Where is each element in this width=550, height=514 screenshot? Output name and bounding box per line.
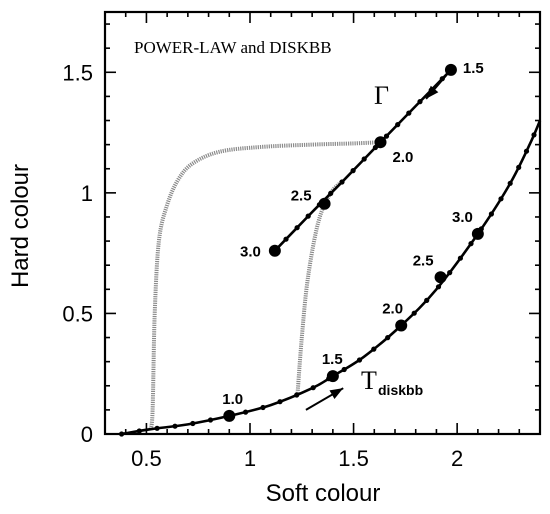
series-1-point [283,236,289,242]
gray-track-2 [295,179,345,394]
x-tick-label: 1 [244,446,256,471]
series-2-point [207,417,214,423]
series-2-point [411,310,417,316]
gamma-symbol: Γ [374,81,389,110]
series-2-point [190,420,196,427]
y-tick-label: 0.5 [62,301,93,326]
series-2-marker [223,409,236,422]
marker-label: 2.5 [413,252,434,269]
series-1-point [350,168,356,174]
temperature-symbol: T [361,366,377,395]
series-2-point [294,392,300,398]
marker-label: 1.5 [463,60,484,77]
series-2-point [136,428,142,434]
series-1-marker [318,197,331,210]
series-2-point [424,297,430,303]
series-2-point [385,335,391,341]
y-tick-label: 1 [81,181,93,206]
series-2-point [523,148,530,154]
series-2-point [468,241,474,247]
temperature-subscript: diskbb [378,382,423,398]
marker-label: 2.5 [291,188,312,205]
series-2-point [488,211,494,217]
series-2-point [356,357,363,363]
series-1-point [339,179,345,185]
series-1-point [383,133,390,139]
x-tick-label: 2 [451,446,463,471]
marker-label: 3.0 [240,244,261,261]
gray-track-layer [148,140,381,430]
series-2-point [457,255,463,261]
chart-title: POWER-LAW and DISKBB [134,38,332,57]
series-1-point [294,225,300,231]
series-2-point [310,385,316,391]
marker-label: 3.0 [452,209,473,226]
marker-label: 2.0 [382,300,403,317]
x-axis-title: Soft colour [266,480,381,507]
series-2-marker [434,271,447,284]
series-1-marker [268,244,281,257]
series-2-point [277,399,283,405]
y-tick-label: 0 [81,422,93,447]
series-1-point [328,190,334,196]
series-2-point [260,404,266,411]
series-1-point [406,110,412,116]
series-2-marker [326,370,339,383]
series-2-point [516,164,522,170]
series-2-point [435,284,442,290]
series-1-point [417,99,423,105]
y-axis-title: Hard colour [7,164,34,288]
series-2-point [371,346,377,352]
arrow-1-head [426,85,439,99]
series-1-point [361,156,367,162]
x-tick-label: 0.5 [131,446,162,471]
marker-label: 1.5 [322,351,343,368]
x-tick-label: 1.5 [338,446,369,471]
marker-label: 1.0 [222,391,243,408]
axes-layer: 0.5 1 1.5 2 0 0.5 1 1.5 [62,10,542,471]
series-2-point [507,180,513,186]
series-2-point [531,132,537,138]
series-2-marker [395,319,408,332]
series-2-point [447,270,453,276]
series-2-point [498,196,504,202]
series-1-point [395,122,401,128]
series-2-point [341,366,347,373]
series-2-point [154,425,160,431]
series-2-point [243,409,249,415]
series-layer: 1.5 2.0 2.5 3.0 1.0 1.5 2.0 2.5 3.0 Γ T diskbb [119,60,542,437]
gray-track-1 [148,140,381,430]
series-2-line [121,119,542,436]
series-2-point [172,423,178,429]
series-2-marker [471,227,484,240]
series-1-point [305,213,311,219]
y-tick-label: 1.5 [62,60,93,85]
series-1-marker [374,136,387,149]
plot-frame [103,10,542,436]
arrow-2-head [329,388,344,400]
marker-label: 2.0 [393,149,414,166]
